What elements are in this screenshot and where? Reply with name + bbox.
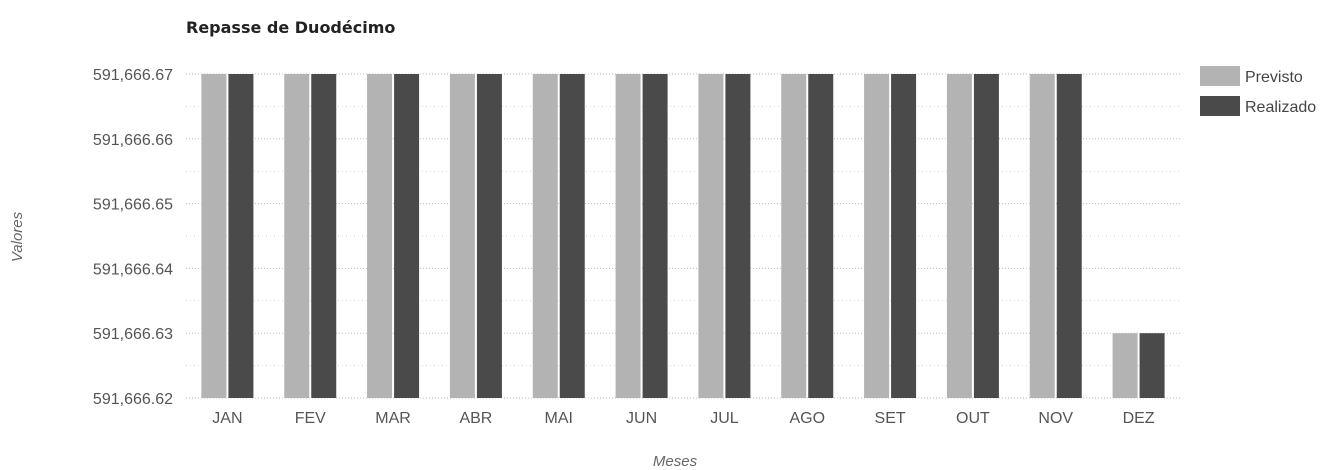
bar-realizado-set (891, 74, 917, 398)
x-tick-label: SET (875, 410, 906, 427)
legend: Previsto Realizado (1200, 66, 1316, 116)
bar-realizado-jul (725, 74, 751, 398)
y-tick-label: 591,666.64 (93, 261, 173, 278)
x-tick-label: JUL (710, 410, 739, 427)
legend-label-previsto: Previsto (1245, 69, 1303, 86)
x-tick-label: MAR (375, 410, 411, 427)
legend-swatch-realizado (1200, 96, 1240, 116)
x-tick-label: JUN (626, 410, 657, 427)
bar-previsto-mar (367, 74, 393, 398)
bar-realizado-mar (394, 74, 420, 398)
x-tick-label: MAI (545, 410, 573, 427)
bar-previsto-nov (1029, 74, 1055, 398)
bar-previsto-jul (698, 74, 724, 398)
x-tick-label: NOV (1038, 410, 1073, 427)
y-tick-label: 591,666.62 (93, 391, 173, 408)
x-tick-label: ABR (459, 410, 492, 427)
chart-title: Repasse de Duodécimo (186, 18, 396, 37)
bar-realizado-ago (808, 74, 834, 398)
x-tick-label: AGO (789, 410, 825, 427)
bar-realizado-jun (642, 74, 668, 398)
bar-realizado-dez (1139, 333, 1165, 398)
grid-layer (186, 73, 1180, 399)
bar-previsto-set (864, 74, 890, 398)
bar-previsto-abr (449, 74, 475, 398)
x-tick-label: OUT (956, 410, 990, 427)
bar-previsto-jun (615, 74, 641, 398)
bar-realizado-nov (1056, 74, 1082, 398)
axis-layer: 591,666.67 591,666.66 591,666.65 591,666.64… (93, 67, 1155, 427)
bar-previsto-out (946, 74, 972, 398)
x-tick-label: FEV (295, 410, 326, 427)
y-tick-label: 591,666.67 (93, 67, 173, 84)
bar-realizado-out (973, 74, 999, 398)
bar-previsto-mai (532, 74, 558, 398)
bar-previsto-dez (1112, 333, 1138, 398)
bar-previsto-ago (781, 74, 807, 398)
x-axis-title: Meses (653, 453, 698, 470)
bar-previsto-fev (284, 74, 310, 398)
y-axis-title: Valores (9, 211, 26, 262)
x-tick-label: DEZ (1123, 410, 1155, 427)
bar-realizado-jan (228, 74, 254, 398)
bar-realizado-abr (476, 74, 502, 398)
bar-realizado-fev (311, 74, 337, 398)
bar-previsto-jan (201, 74, 227, 398)
y-tick-label: 591,666.65 (93, 197, 173, 214)
y-tick-label: 591,666.66 (93, 132, 173, 149)
legend-swatch-previsto (1200, 66, 1240, 86)
legend-label-realizado: Realizado (1245, 99, 1316, 116)
bar-realizado-mai (559, 74, 585, 398)
y-tick-label: 591,666.63 (93, 326, 173, 343)
x-tick-label: JAN (212, 410, 242, 427)
bars-layer (201, 74, 1165, 398)
